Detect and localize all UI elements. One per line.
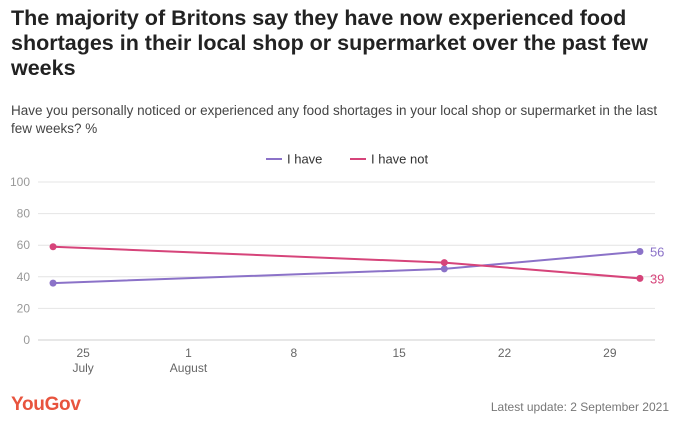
data-point-i-have-3 [636, 248, 644, 256]
chart-title: The majority of Britons say they have no… [11, 6, 648, 80]
y-tick-label-0: 0 [23, 333, 30, 347]
x-tick-label-29: 29 [603, 346, 617, 360]
y-tick-label-40: 40 [17, 270, 31, 284]
y-tick-label-60: 60 [17, 238, 31, 252]
x-tick-label-8: 8 [290, 346, 297, 360]
x-tick-label-1: 1 [185, 346, 192, 360]
legend-label-i-have: I have [287, 152, 322, 167]
x-tick-sublabel-august: August [170, 361, 208, 375]
x-tick-label-15: 15 [392, 346, 406, 360]
end-label-i-have-not: 39 [650, 271, 664, 286]
x-tick-label-22: 22 [498, 346, 512, 360]
legend-label-i-have-not: I have not [371, 152, 428, 167]
x-tick-label-25: 25 [76, 346, 90, 360]
x-tick-sublabel-july: July [72, 361, 93, 375]
data-point-i-have-not-3 [636, 274, 644, 282]
chart-subtitle: Have you personally noticed or experienc… [11, 103, 658, 136]
data-point-i-have-not-2 [440, 259, 448, 267]
data-point-i-have-2 [440, 265, 448, 273]
series-line-i-have-not [53, 245, 641, 280]
y-tick-label-80: 80 [17, 207, 31, 221]
end-label-i-have: 56 [650, 245, 664, 260]
data-point-i-have-not-1 [49, 243, 57, 251]
yougov-logo: YouGov [11, 394, 81, 415]
y-tick-label-100: 100 [10, 175, 30, 189]
y-tick-label-20: 20 [17, 301, 31, 315]
latest-update-text: Latest update: 2 September 2021 [490, 400, 669, 414]
series-line-i-have [53, 250, 641, 285]
data-point-i-have-1 [49, 279, 57, 287]
